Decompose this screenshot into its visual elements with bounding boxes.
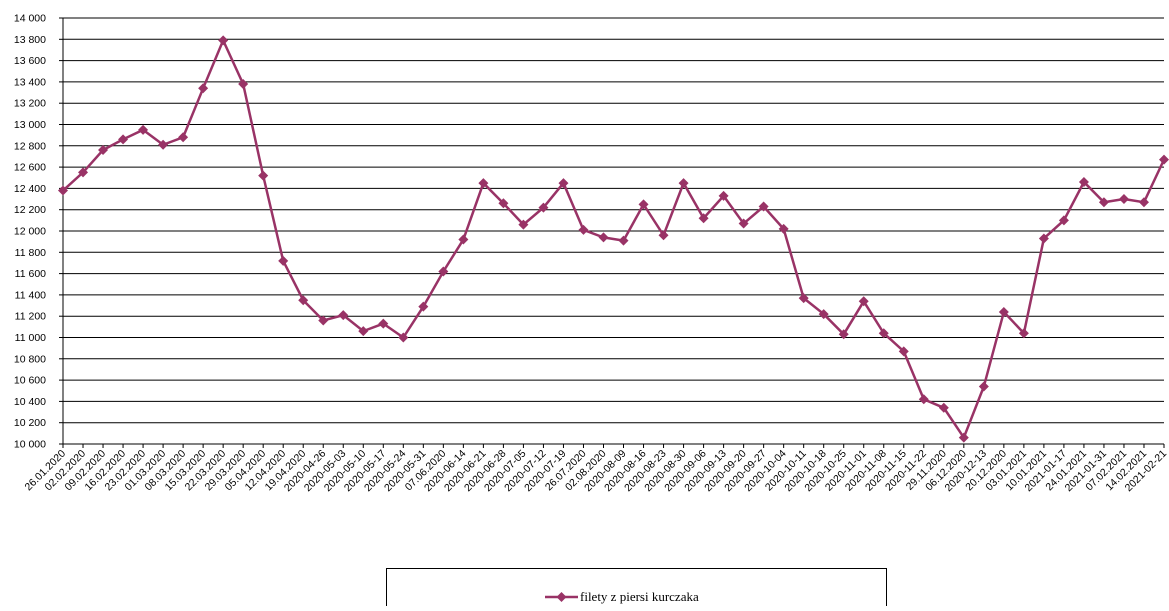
legend: filety z piersi kurczaka [386,568,887,609]
point-marker [158,139,169,150]
point-marker [818,309,829,320]
point-marker [878,328,889,339]
point-marker [318,315,329,326]
y-tick-label: 13 400 [14,76,46,88]
point-marker [498,198,509,209]
y-tick-label: 12 800 [14,140,46,152]
point-marker [978,381,989,392]
point-marker [78,167,89,178]
y-tick-label: 13 000 [14,119,46,131]
point-marker [678,178,689,189]
point-marker [698,213,709,224]
y-tick-label: 13 800 [14,34,46,46]
point-marker [858,296,869,307]
point-marker [478,178,489,189]
y-tick-label: 12 000 [14,226,46,238]
y-tick-label: 10 200 [14,417,46,429]
y-tick-label: 12 400 [14,183,46,195]
y-tick-label: 11 400 [15,289,46,301]
legend-box [386,568,887,609]
point-marker [638,199,649,210]
legend-label: filety z piersi kurczaka [580,589,699,604]
y-tick-label: 11 600 [15,268,46,280]
point-marker [798,293,809,304]
point-marker [558,178,569,189]
y-tick-label: 11 000 [15,332,46,344]
legend-marker [556,592,567,602]
y-tick-label: 11 800 [15,247,46,259]
point-marker [278,255,289,266]
point-marker [898,346,909,357]
point-marker [1058,215,1069,226]
point-marker [918,394,929,405]
point-marker [778,223,789,234]
point-marker [938,402,949,413]
y-tick-label: 10 000 [14,439,46,451]
y-tick-label: 10 800 [14,353,46,365]
y-tick-label: 10 600 [14,375,46,387]
point-marker [598,232,609,243]
point-marker [1098,197,1109,208]
point-marker [758,201,769,212]
point-marker [1118,194,1129,205]
point-marker [1159,154,1169,165]
point-marker [438,266,449,277]
y-tick-label: 12 200 [14,204,46,216]
y-tick-label: 13 600 [14,55,46,67]
point-marker [518,219,529,230]
point-marker [118,134,129,145]
point-marker [718,190,729,201]
point-marker [178,132,189,143]
point-marker [838,329,849,340]
point-marker [618,235,629,246]
y-tick-label: 11 200 [15,311,46,323]
point-marker [1078,177,1089,188]
point-marker [398,332,409,343]
point-marker [538,202,549,213]
point-marker [738,218,749,229]
point-marker [258,170,269,181]
y-tick-label: 13 200 [14,98,46,110]
point-marker [578,224,589,235]
point-marker [298,295,309,306]
y-tick-label: 14 000 [14,13,46,25]
point-marker [138,124,149,135]
series-line [62,37,1166,441]
point-marker [1018,328,1029,339]
point-marker [998,306,1009,317]
point-marker [338,310,349,321]
point-marker [238,79,249,90]
y-tick-label: 12 600 [14,162,46,174]
point-marker [98,145,109,156]
point-marker [198,83,209,94]
point-marker [58,185,68,196]
point-marker [358,326,369,337]
point-marker [658,230,669,241]
point-marker [1138,197,1149,208]
point-marker [458,234,469,245]
point-marker [958,432,969,443]
point-marker [1038,233,1049,244]
point-marker [418,301,429,312]
point-marker [378,318,389,329]
point-marker [218,35,229,46]
y-tick-label: 10 400 [14,396,46,408]
